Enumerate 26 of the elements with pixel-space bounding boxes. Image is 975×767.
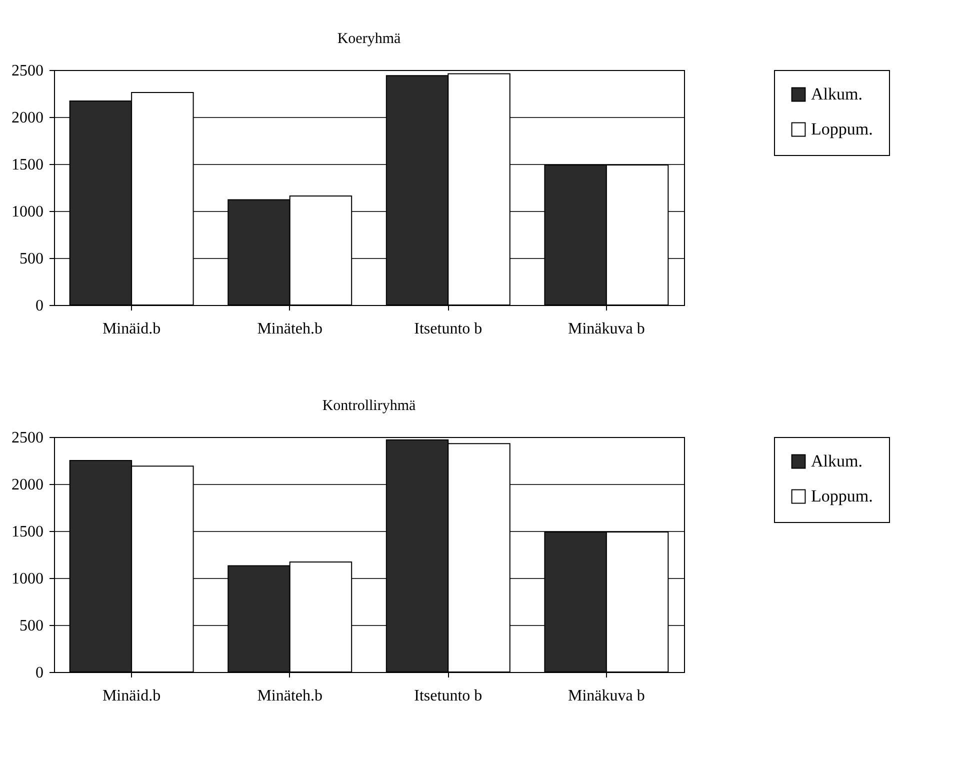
x-tick-label: Itsetunto b bbox=[414, 688, 482, 704]
y-tick-label: 2000 bbox=[12, 110, 44, 126]
chart-title: Koeryhmä bbox=[337, 31, 401, 47]
y-tick-label: 0 bbox=[36, 664, 44, 682]
legend-label: Alkum. bbox=[811, 84, 862, 104]
y-tick-label: 1000 bbox=[12, 570, 44, 588]
y-tick-label: 1000 bbox=[12, 204, 44, 220]
y-tick-label: 500 bbox=[20, 250, 44, 268]
x-tick-label: Minäkuva b bbox=[568, 688, 645, 704]
y-tick-label: 2500 bbox=[12, 430, 44, 446]
y-tick-label: 2000 bbox=[12, 476, 44, 494]
y-tick-label: 0 bbox=[36, 298, 44, 314]
chart-title: Kontrolliryhmä bbox=[322, 398, 416, 414]
legend-label: Loppum. bbox=[811, 120, 873, 138]
x-tick-label: Minäteh.b bbox=[257, 320, 323, 338]
x-tick-label: Minäid.b bbox=[102, 688, 161, 704]
x-tick-label: Minäkuva b bbox=[568, 320, 645, 338]
y-tick-label: 1500 bbox=[12, 524, 44, 540]
legend-label: Alkum. bbox=[811, 452, 862, 470]
x-tick-label: Itsetunto b bbox=[414, 320, 482, 338]
y-tick-label: 1500 bbox=[12, 156, 44, 174]
y-tick-label: 2500 bbox=[12, 62, 44, 80]
x-tick-label: Minäid.b bbox=[102, 320, 161, 338]
y-tick-label: 500 bbox=[20, 618, 44, 634]
x-tick-label: Minäteh.b bbox=[257, 688, 323, 704]
legend-label: Loppum. bbox=[811, 486, 873, 506]
